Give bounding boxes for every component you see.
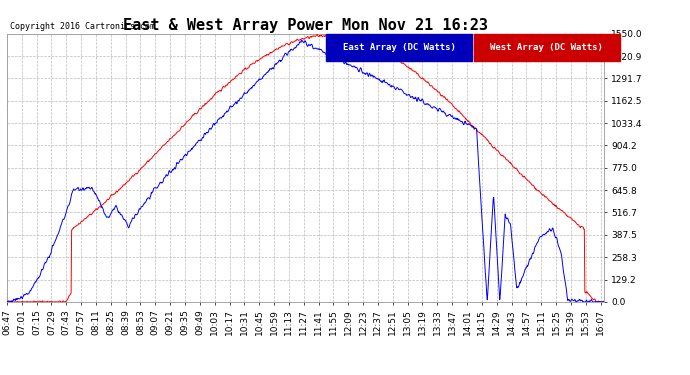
Bar	[326, 34, 473, 60]
Bar	[473, 34, 620, 60]
Title: East & West Array Power Mon Nov 21 16:23: East & West Array Power Mon Nov 21 16:23	[123, 18, 488, 33]
Text: East Array (DC Watts): East Array (DC Watts)	[343, 43, 456, 52]
Text: West Array (DC Watts): West Array (DC Watts)	[491, 43, 603, 52]
Text: Copyright 2016 Cartronics.com: Copyright 2016 Cartronics.com	[10, 22, 155, 31]
